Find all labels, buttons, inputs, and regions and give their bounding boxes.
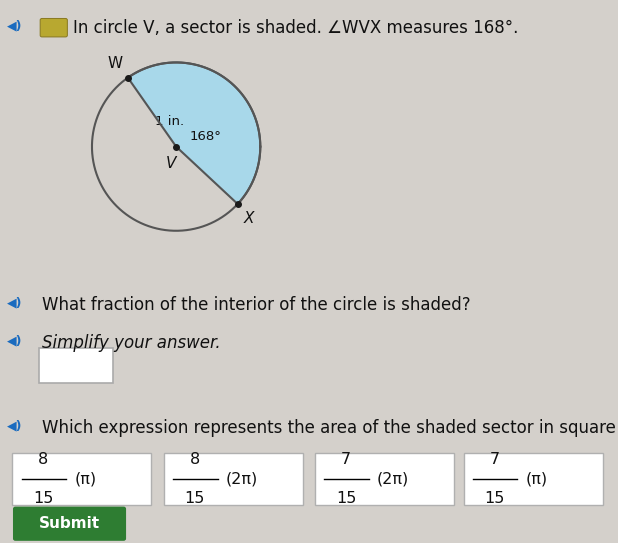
FancyBboxPatch shape (13, 507, 126, 541)
Text: 15: 15 (185, 491, 205, 506)
Text: 15: 15 (33, 491, 53, 506)
Text: X: X (244, 211, 255, 225)
Text: Simplify your answer.: Simplify your answer. (42, 334, 221, 352)
Text: In circle V, a sector is shaded. ∠WVX measures 168°.: In circle V, a sector is shaded. ∠WVX me… (73, 19, 519, 37)
Text: Submit: Submit (39, 516, 99, 531)
FancyBboxPatch shape (39, 348, 113, 383)
Text: (2π): (2π) (226, 472, 258, 487)
FancyBboxPatch shape (164, 453, 303, 505)
Text: ◀): ◀) (7, 19, 23, 32)
Text: What fraction of the interior of the circle is shaded?: What fraction of the interior of the cir… (42, 296, 471, 314)
Text: (2π): (2π) (377, 472, 409, 487)
Text: V: V (166, 156, 176, 172)
Text: 168°: 168° (190, 130, 222, 143)
Text: 8: 8 (190, 452, 200, 467)
Text: 15: 15 (485, 491, 504, 506)
Polygon shape (128, 62, 260, 204)
Text: 1 in.: 1 in. (155, 116, 184, 129)
FancyBboxPatch shape (12, 453, 151, 505)
Text: W: W (108, 56, 123, 71)
Text: 7: 7 (341, 452, 351, 467)
Text: 15: 15 (336, 491, 356, 506)
Text: 7: 7 (489, 452, 499, 467)
Text: ◀): ◀) (7, 419, 23, 432)
Text: 8: 8 (38, 452, 48, 467)
FancyBboxPatch shape (464, 453, 603, 505)
Text: ◀): ◀) (7, 296, 23, 309)
Text: ◀): ◀) (7, 334, 23, 347)
Text: (π): (π) (74, 472, 96, 487)
FancyBboxPatch shape (40, 18, 67, 37)
Text: Which expression represents the area of the shaded sector in square inches?: Which expression represents the area of … (42, 419, 618, 437)
FancyBboxPatch shape (315, 453, 454, 505)
Text: (π): (π) (525, 472, 548, 487)
